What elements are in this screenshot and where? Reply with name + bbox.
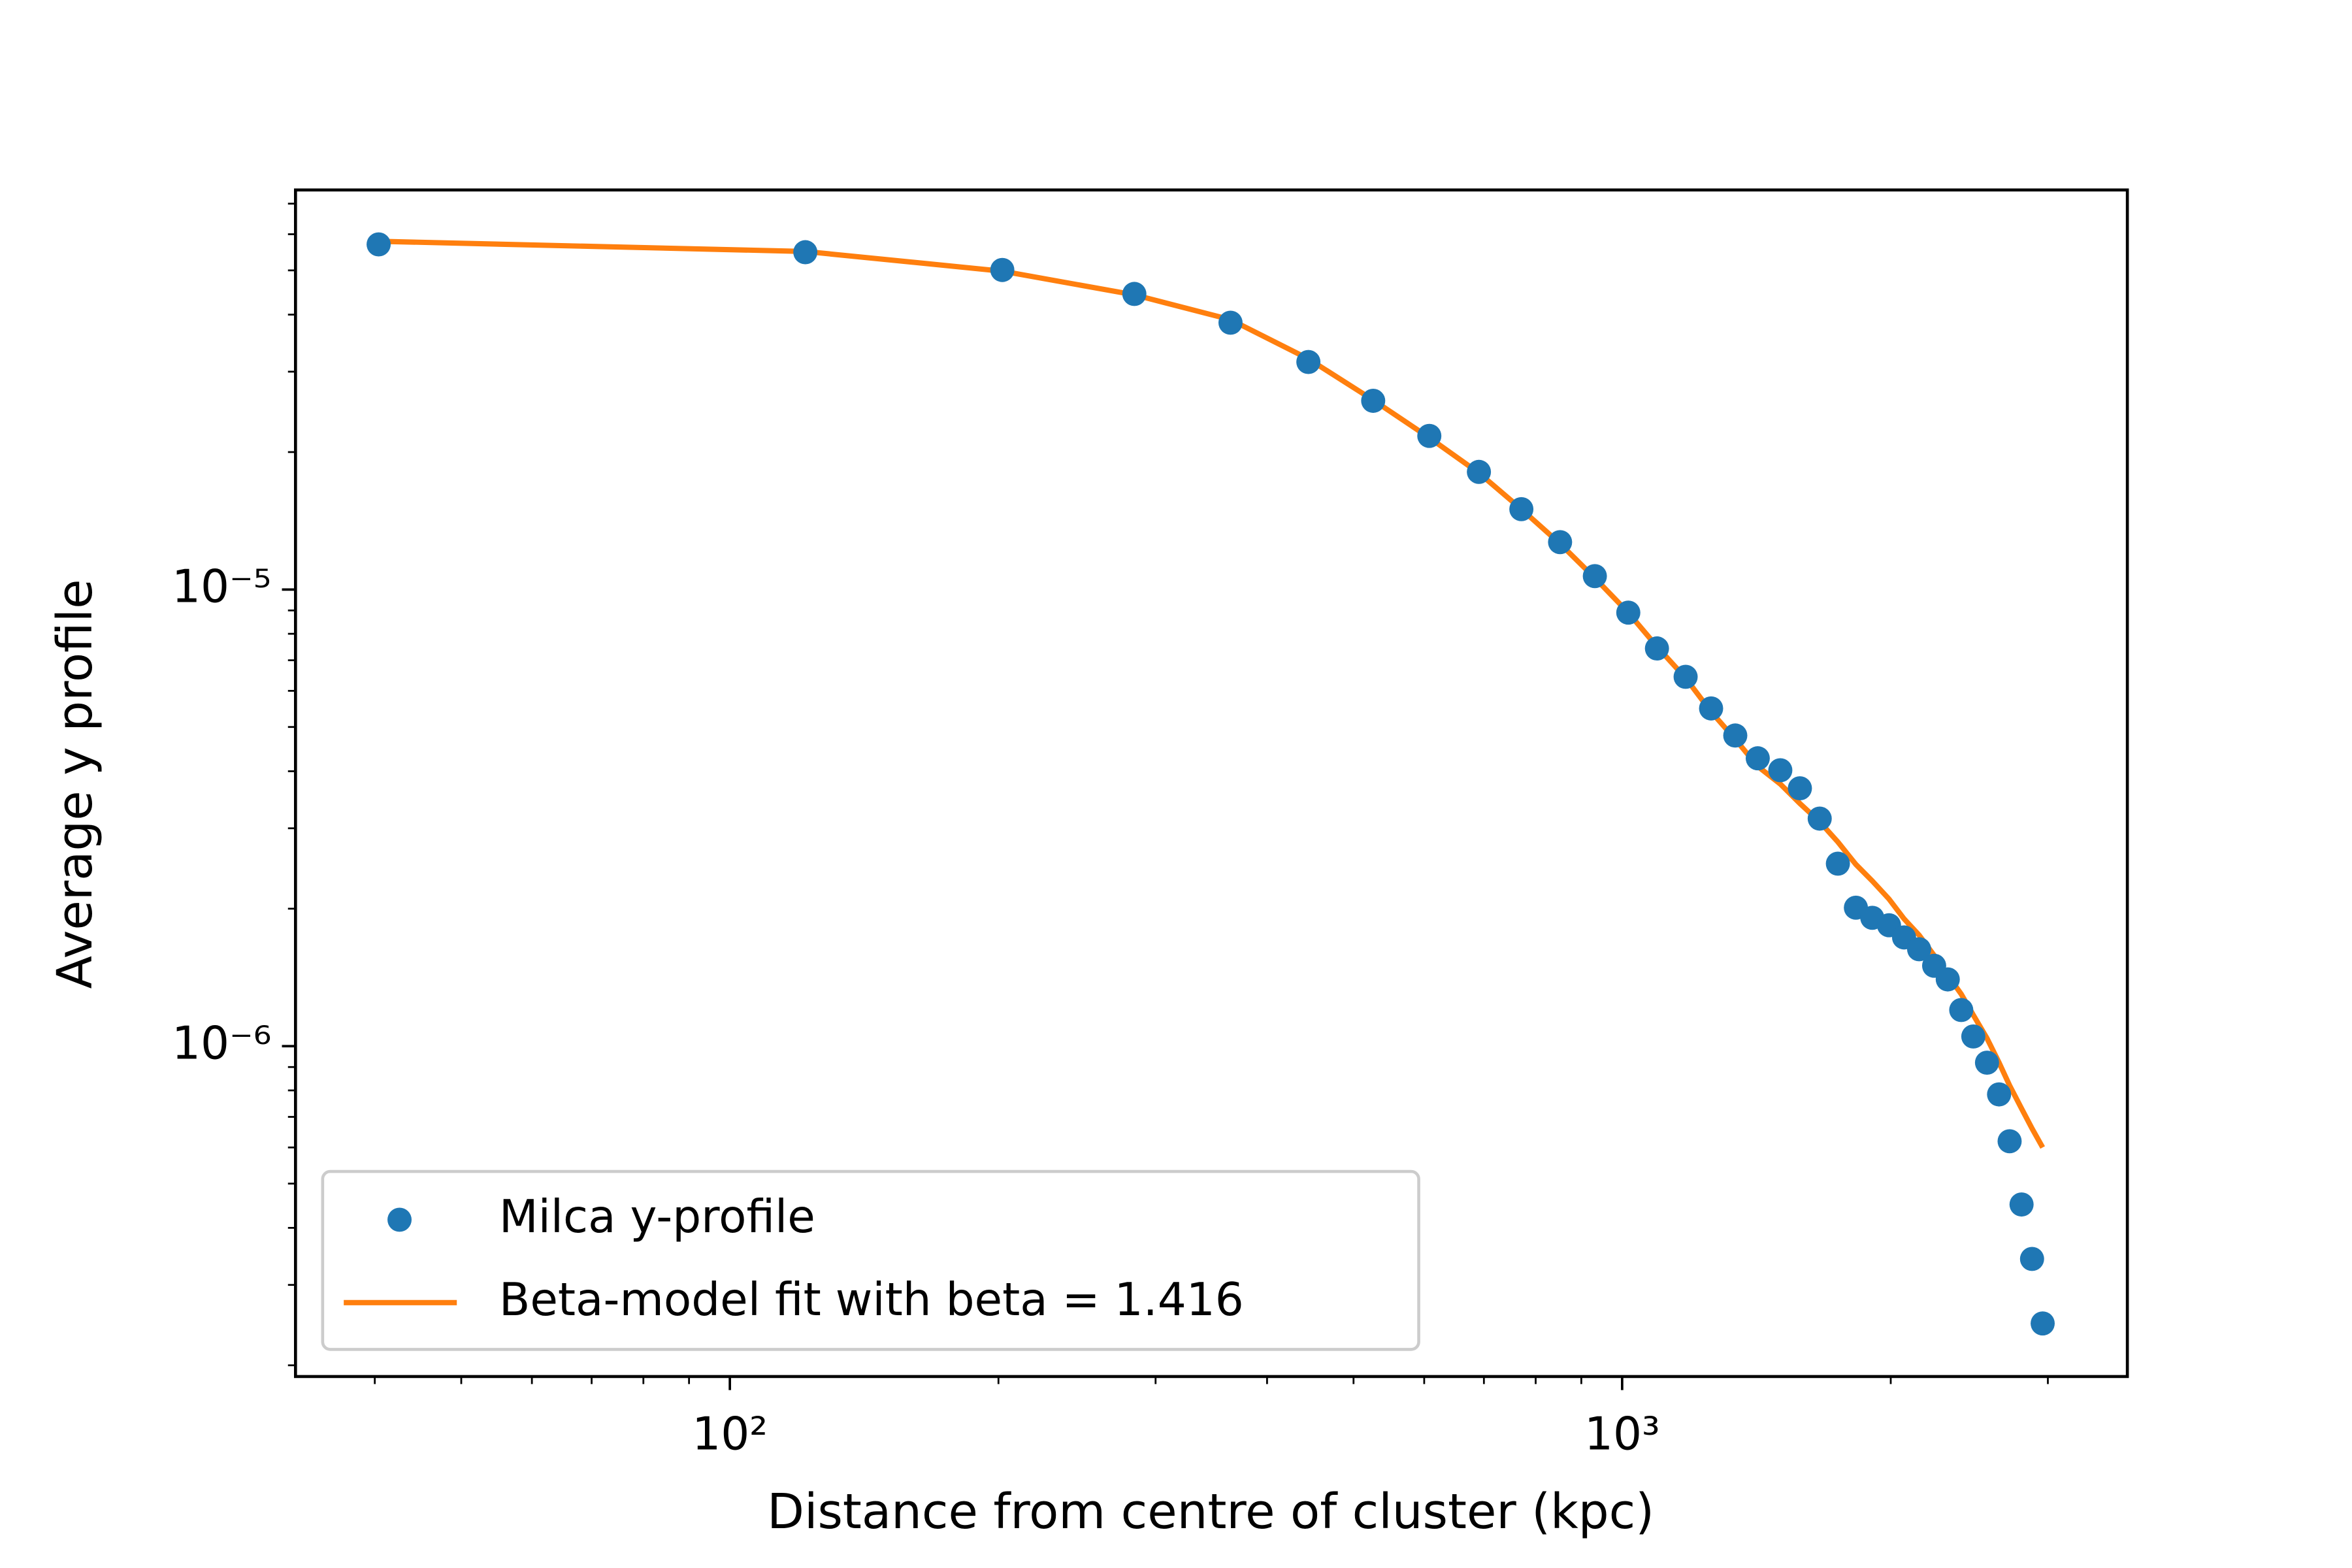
data-point xyxy=(793,240,818,265)
data-point xyxy=(1361,389,1386,413)
data-point xyxy=(1906,937,1931,962)
data-point xyxy=(1723,723,1748,748)
legend-box xyxy=(321,1169,1420,1351)
data-point xyxy=(1974,1051,1999,1075)
data-point xyxy=(367,232,391,257)
data-point xyxy=(1987,1082,2012,1107)
legend-marker xyxy=(387,1207,412,1232)
data-point xyxy=(1961,1024,1985,1049)
x-tick-label: 10³ xyxy=(1584,1408,1660,1460)
data-point xyxy=(2009,1192,2034,1217)
legend-label: Milca y-profile xyxy=(499,1191,815,1243)
data-point xyxy=(1935,967,1960,992)
x-tick-label: 10² xyxy=(692,1408,768,1460)
data-point xyxy=(1788,776,1812,801)
data-point xyxy=(1745,746,1770,771)
data-point xyxy=(2031,1311,2055,1336)
data-point xyxy=(1949,998,1974,1022)
data-point xyxy=(1768,758,1793,783)
plot-frame xyxy=(293,188,2129,1379)
data-point xyxy=(1417,423,1442,448)
data-point xyxy=(1509,497,1534,521)
data-point xyxy=(1582,564,1607,589)
data-point xyxy=(1825,851,1850,876)
data-point xyxy=(1699,696,1723,721)
legend-label: Beta-model fit with beta = 1.416 xyxy=(499,1274,1244,1326)
data-point xyxy=(1548,530,1573,555)
y-axis-label: Average y profile xyxy=(47,580,103,989)
data-point xyxy=(1616,600,1641,625)
data-point xyxy=(2019,1247,2044,1271)
data-point xyxy=(1807,806,1832,831)
data-point xyxy=(1673,664,1698,689)
data-point xyxy=(1467,459,1492,484)
data-point xyxy=(990,257,1015,282)
data-point xyxy=(1218,310,1243,335)
y-tick-label: 10⁻⁵ xyxy=(172,561,271,613)
data-point xyxy=(1644,636,1669,661)
y-tick-label: 10⁻⁶ xyxy=(172,1017,271,1070)
x-axis-label: Distance from centre of cluster (kpc) xyxy=(767,1484,1654,1540)
data-point xyxy=(1997,1129,2022,1154)
data-point xyxy=(1122,282,1147,306)
data-point xyxy=(1296,350,1321,374)
